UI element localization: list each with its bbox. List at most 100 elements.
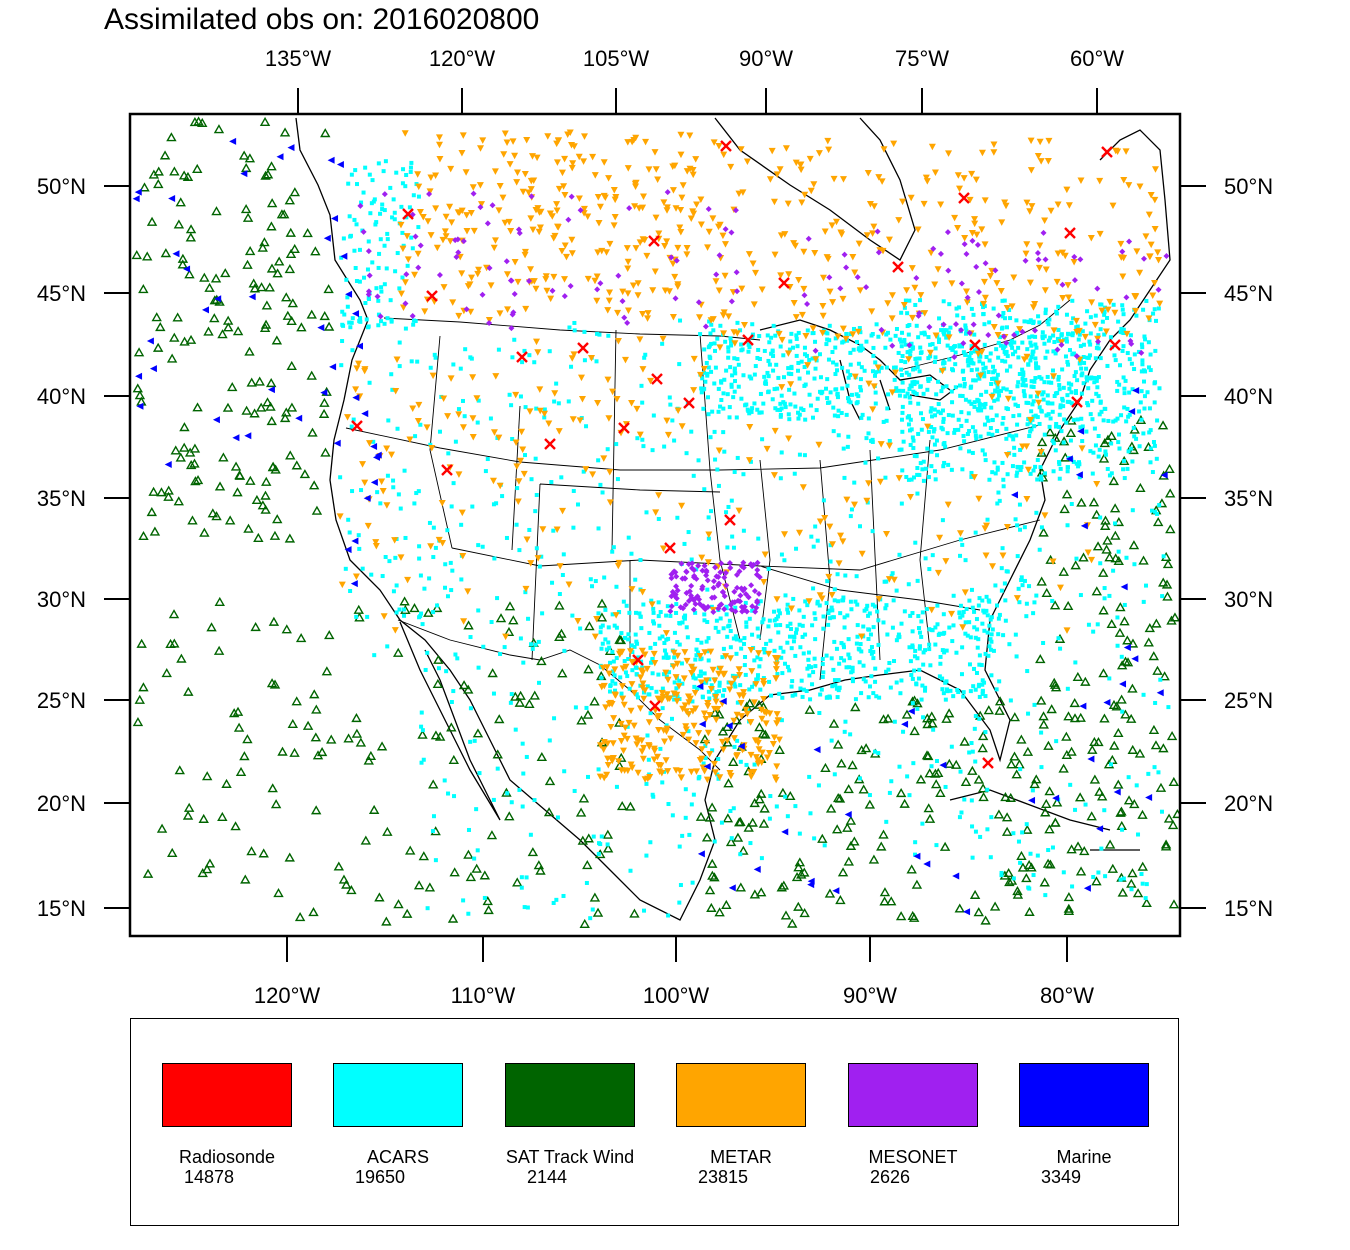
obs-marker (664, 431, 672, 439)
obs-marker (527, 353, 532, 358)
obs-marker (695, 637, 700, 642)
obs-marker (783, 794, 788, 799)
obs-marker (882, 713, 894, 723)
obs-marker (734, 637, 739, 642)
obs-marker (885, 632, 890, 637)
obs-marker (872, 604, 877, 609)
obs-marker (975, 645, 980, 650)
obs-marker (756, 574, 763, 581)
obs-marker (828, 718, 840, 728)
obs-marker (397, 221, 405, 229)
obs-marker (721, 899, 732, 909)
obs-marker (606, 625, 611, 630)
obs-marker (1001, 633, 1006, 638)
obs-marker (821, 614, 826, 619)
obs-marker (772, 387, 777, 392)
obs-marker (728, 339, 733, 344)
obs-marker (716, 776, 721, 781)
obs-marker (651, 794, 656, 799)
obs-marker (1155, 418, 1160, 423)
obs-marker (649, 287, 657, 294)
obs-marker (942, 360, 947, 365)
obs-marker (550, 580, 555, 585)
obs-marker (1031, 468, 1036, 473)
obs-marker (843, 784, 854, 794)
obs-marker (771, 323, 776, 328)
obs-marker (981, 525, 989, 532)
obs-marker (899, 372, 904, 377)
obs-marker (752, 401, 757, 406)
obs-marker (1046, 322, 1051, 327)
obs-marker (1006, 759, 1017, 769)
obs-marker (850, 665, 855, 670)
obs-marker (430, 730, 442, 740)
obs-marker (571, 488, 576, 493)
obs-marker (1018, 447, 1023, 452)
obs-marker (815, 601, 820, 606)
obs-marker (761, 401, 766, 406)
obs-marker (1069, 501, 1074, 506)
obs-marker (1029, 384, 1034, 389)
obs-marker (972, 332, 977, 337)
obs-marker (1119, 413, 1124, 418)
obs-marker (619, 747, 627, 755)
obs-marker (616, 801, 628, 811)
obs-marker (1163, 813, 1175, 823)
obs-marker (846, 434, 851, 439)
obs-marker (739, 348, 744, 353)
obs-marker (600, 159, 608, 166)
obs-marker (1141, 368, 1146, 373)
obs-marker (138, 284, 149, 294)
obs-marker (982, 304, 987, 309)
obs-marker (794, 546, 799, 551)
obs-marker (1053, 278, 1061, 286)
obs-marker (731, 636, 736, 641)
obs-marker (786, 371, 791, 376)
obs-marker (907, 298, 912, 303)
obs-marker (1004, 325, 1009, 330)
obs-marker (701, 387, 706, 392)
obs-marker (455, 656, 460, 661)
obs-marker (916, 431, 921, 436)
obs-marker (479, 137, 487, 144)
obs-marker (908, 400, 913, 405)
obs-marker (372, 653, 377, 658)
obs-marker (415, 401, 423, 409)
obs-marker (612, 612, 620, 619)
obs-marker (1091, 876, 1102, 886)
obs-marker (858, 385, 863, 390)
top-tick-label: 60°W (1070, 46, 1124, 71)
obs-marker (327, 156, 335, 164)
obs-marker (1111, 701, 1122, 711)
obs-marker (656, 516, 661, 521)
obs-marker (944, 648, 949, 653)
obs-marker (470, 227, 478, 235)
obs-marker (1001, 484, 1006, 489)
obs-marker (915, 491, 920, 496)
obs-marker (651, 606, 656, 611)
obs-marker (1001, 346, 1006, 351)
obs-marker (1094, 786, 1105, 796)
obs-marker (854, 392, 859, 397)
obs-marker (393, 555, 398, 560)
obs-marker (1037, 421, 1042, 426)
obs-marker (850, 676, 855, 681)
obs-marker (917, 292, 925, 299)
obs-marker (1057, 462, 1062, 467)
obs-marker (778, 277, 790, 289)
obs-marker (754, 739, 762, 747)
obs-marker (445, 528, 450, 533)
obs-marker (382, 243, 387, 248)
obs-marker (518, 636, 523, 641)
obs-marker (742, 641, 747, 646)
obs-marker (818, 692, 823, 697)
obs-marker (567, 325, 572, 330)
obs-marker (427, 174, 435, 182)
obs-marker (963, 299, 971, 306)
obs-marker (969, 339, 981, 351)
obs-marker (1165, 524, 1176, 534)
obs-marker (701, 767, 709, 775)
obs-marker (952, 427, 957, 432)
obs-marker (185, 224, 197, 234)
obs-marker (725, 837, 737, 847)
